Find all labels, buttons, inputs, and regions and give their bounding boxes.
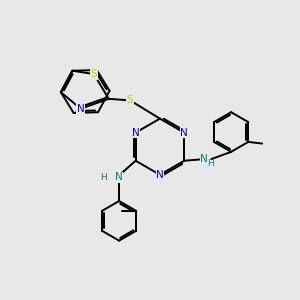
Text: H: H [100,173,107,182]
Text: N: N [180,128,188,138]
Text: N: N [200,154,208,164]
Text: N: N [115,172,123,182]
Text: N: N [77,104,85,114]
Text: S: S [91,69,97,79]
Text: N: N [132,128,140,138]
Text: S: S [127,95,134,106]
Text: N: N [156,170,164,180]
Text: H: H [207,158,214,167]
